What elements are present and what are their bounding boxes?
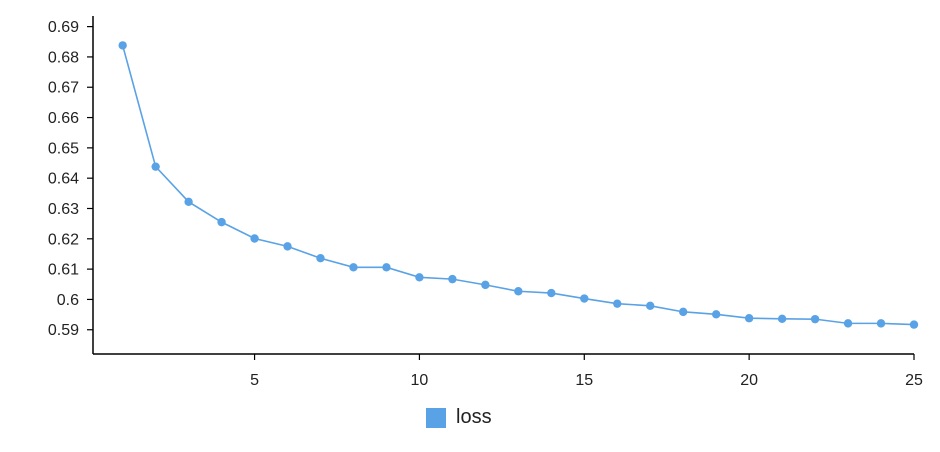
- y-axis-ticks: 0.59 0.6 0.61 0.62 0.63 0.64 0.65 0.66 0.67 0.68 0…: [48, 19, 93, 339]
- data-point[interactable]: [151, 162, 160, 171]
- data-point[interactable]: [316, 254, 325, 263]
- x-tick-label: 25: [905, 372, 923, 389]
- x-tick-label: 20: [740, 372, 758, 389]
- data-point[interactable]: [646, 301, 655, 311]
- data-point[interactable]: [744, 314, 754, 323]
- data-point[interactable]: [382, 263, 391, 272]
- x-tick-label: 5: [250, 372, 259, 389]
- data-point[interactable]: [711, 310, 721, 319]
- data-point[interactable]: [580, 294, 589, 303]
- y-tick-label: 0.69: [48, 19, 79, 36]
- data-point[interactable]: [118, 41, 127, 50]
- data-point[interactable]: [810, 314, 820, 324]
- legend-label-loss: loss: [456, 406, 492, 428]
- data-point[interactable]: [250, 234, 259, 243]
- y-tick-label: 0.64: [48, 171, 79, 188]
- legend-swatch-loss: [426, 407, 446, 428]
- data-point[interactable]: [415, 273, 424, 282]
- x-axis-ticks: 5 10 15 20 25: [250, 354, 923, 389]
- y-tick-label: 0.6: [57, 292, 79, 309]
- data-point[interactable]: [777, 314, 787, 324]
- legend: loss: [426, 406, 492, 429]
- y-tick-label: 0.66: [48, 110, 79, 127]
- x-tick-label: 15: [575, 372, 593, 389]
- data-point[interactable]: [481, 280, 490, 290]
- data-point[interactable]: [547, 288, 556, 298]
- data-point[interactable]: [448, 274, 457, 284]
- data-point[interactable]: [843, 319, 853, 328]
- y-tick-label: 0.68: [48, 49, 79, 66]
- data-point[interactable]: [514, 287, 523, 296]
- data-point[interactable]: [613, 299, 622, 308]
- axes: [92, 16, 914, 355]
- y-tick-label: 0.61: [48, 262, 79, 279]
- data-point[interactable]: [909, 320, 919, 329]
- plot-area: [118, 41, 919, 329]
- series-line-loss: [121, 45, 915, 326]
- y-tick-label: 0.63: [48, 201, 79, 218]
- y-tick-label: 0.62: [48, 231, 79, 248]
- y-tick-label: 0.59: [48, 322, 79, 339]
- x-tick-label: 10: [411, 372, 429, 389]
- y-tick-label: 0.67: [48, 80, 79, 97]
- data-point[interactable]: [217, 217, 226, 227]
- data-point[interactable]: [678, 307, 688, 317]
- data-point[interactable]: [184, 197, 193, 207]
- data-point[interactable]: [349, 263, 358, 272]
- data-point[interactable]: [283, 242, 292, 251]
- y-tick-label: 0.65: [48, 140, 79, 157]
- data-point[interactable]: [876, 319, 886, 328]
